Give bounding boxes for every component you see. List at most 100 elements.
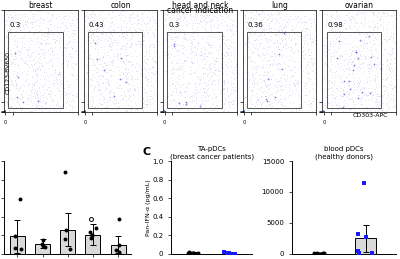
Point	[82, 110, 88, 114]
Point	[2, 110, 9, 114]
Point	[232, 55, 238, 59]
Point	[311, 47, 318, 52]
Point	[162, 110, 168, 114]
Point	[320, 110, 327, 114]
Point	[82, 110, 88, 114]
Point	[320, 110, 327, 114]
Point	[140, 54, 147, 58]
Point	[241, 110, 248, 114]
Point	[89, 12, 95, 16]
Point	[241, 110, 248, 114]
Point	[2, 109, 9, 113]
Point	[282, 33, 288, 37]
Point	[82, 110, 88, 114]
Point	[139, 63, 145, 67]
Point	[320, 110, 327, 114]
Point	[241, 110, 247, 114]
Point	[320, 109, 327, 113]
Point	[320, 110, 327, 114]
Point	[320, 110, 327, 114]
Point	[255, 73, 261, 77]
Point	[37, 47, 44, 51]
Point	[241, 110, 247, 114]
Point	[241, 110, 247, 114]
Point	[2, 110, 9, 114]
Point	[162, 110, 168, 114]
Point	[2, 110, 9, 114]
Point	[241, 110, 247, 114]
Point	[241, 110, 247, 114]
Point	[82, 110, 88, 114]
Point	[327, 56, 334, 61]
Point	[241, 110, 247, 114]
Point	[2, 110, 9, 114]
Point	[49, 37, 56, 41]
Point	[82, 110, 88, 114]
Point	[95, 70, 101, 74]
Point	[2, 110, 9, 114]
Point	[177, 89, 184, 93]
Point	[266, 26, 273, 30]
Point	[241, 110, 247, 114]
Point	[162, 110, 168, 114]
Point	[49, 63, 56, 67]
Point	[2, 110, 9, 114]
Point	[162, 110, 168, 114]
Point	[241, 110, 247, 114]
Point	[162, 110, 168, 114]
Point	[122, 93, 128, 97]
Point	[90, 97, 96, 101]
Point	[119, 32, 125, 36]
Point	[162, 110, 168, 114]
Point	[320, 110, 327, 114]
Point	[82, 110, 88, 114]
Point	[162, 110, 168, 114]
Point	[28, 75, 35, 79]
Point	[320, 110, 327, 114]
Point	[320, 110, 327, 114]
Point	[82, 110, 88, 114]
Point	[82, 110, 88, 114]
Point	[241, 110, 247, 114]
Point	[288, 88, 295, 92]
Point	[82, 110, 88, 114]
Point	[241, 110, 247, 114]
Point	[162, 110, 168, 114]
Point	[320, 110, 327, 114]
Point	[82, 109, 88, 113]
Point	[306, 87, 312, 91]
Point	[88, 217, 94, 221]
Point	[82, 110, 88, 114]
Point	[82, 110, 88, 114]
Point	[320, 109, 327, 113]
Point	[241, 110, 247, 114]
Point	[241, 110, 247, 114]
Point	[82, 110, 88, 114]
Point	[82, 110, 88, 114]
Point	[177, 16, 183, 20]
Point	[320, 110, 327, 114]
Point	[162, 110, 168, 114]
Point	[213, 26, 219, 30]
Point	[70, 28, 77, 32]
Point	[2, 110, 9, 114]
Point	[320, 110, 327, 114]
Point	[233, 71, 239, 75]
Point	[2, 110, 9, 114]
Point	[162, 110, 168, 114]
Point	[225, 16, 232, 20]
Point	[82, 110, 88, 114]
Point	[82, 110, 88, 114]
Point	[320, 110, 327, 114]
Point	[248, 74, 255, 78]
Point	[320, 110, 327, 114]
Point	[320, 110, 327, 114]
Point	[358, 10, 365, 15]
Point	[2, 110, 9, 114]
Point	[162, 110, 168, 114]
Point	[162, 110, 168, 114]
Point	[241, 110, 247, 114]
Point	[320, 110, 327, 114]
Point	[162, 110, 168, 114]
Point	[2, 110, 9, 114]
